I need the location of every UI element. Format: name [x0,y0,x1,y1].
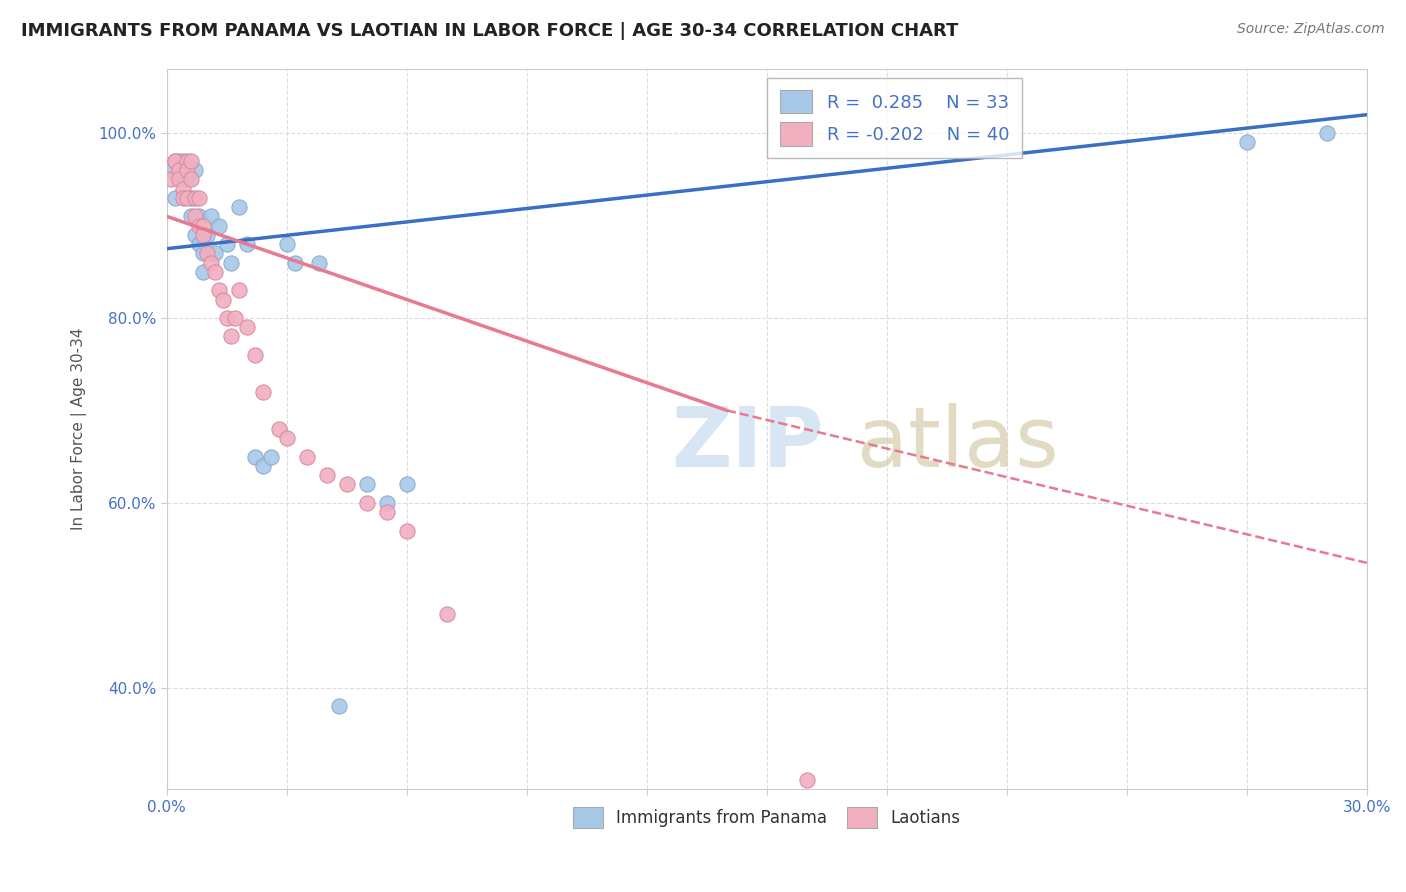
Point [1236,136,1258,150]
Point [243,450,266,464]
Point [308,255,330,269]
Point [215,310,238,325]
Point [204,246,226,260]
Point [328,699,350,714]
Legend: Immigrants from Panama, Laotians: Immigrants from Panama, Laotians [567,800,967,835]
Point [159,172,181,186]
Point [180,172,202,186]
Text: atlas: atlas [856,403,1059,483]
Point [295,450,318,464]
Point [356,496,378,510]
Point [395,477,418,491]
Point [336,477,359,491]
Point [187,210,209,224]
Point [163,153,186,168]
Point [276,431,298,445]
Point [167,163,190,178]
Point [252,458,274,473]
Point [224,310,246,325]
Point [191,265,214,279]
Point [375,496,398,510]
Point [436,607,458,621]
Point [195,227,218,242]
Point [191,246,214,260]
Point [191,227,214,242]
Point [284,255,307,269]
Point [180,191,202,205]
Point [184,163,207,178]
Point [276,237,298,252]
Point [191,219,214,233]
Text: Source: ZipAtlas.com: Source: ZipAtlas.com [1237,22,1385,37]
Y-axis label: In Labor Force | Age 30-34: In Labor Force | Age 30-34 [72,327,87,530]
Point [252,384,274,399]
Point [159,163,181,178]
Point [195,246,218,260]
Point [187,191,209,205]
Text: IMMIGRANTS FROM PANAMA VS LAOTIAN IN LABOR FORCE | AGE 30-34 CORRELATION CHART: IMMIGRANTS FROM PANAMA VS LAOTIAN IN LAB… [21,22,959,40]
Point [176,163,198,178]
Point [167,172,190,186]
Point [172,191,194,205]
Point [200,210,222,224]
Point [176,191,198,205]
Point [228,283,250,297]
Point [208,283,231,297]
Point [243,348,266,362]
Point [180,210,202,224]
Point [260,450,283,464]
Point [1316,126,1339,140]
Point [204,265,226,279]
Point [219,329,242,343]
Point [796,772,818,787]
Point [375,505,398,519]
Point [219,255,242,269]
Point [200,255,222,269]
Point [184,227,207,242]
Point [395,524,418,538]
Point [167,153,190,168]
Point [172,153,194,168]
Point [356,477,378,491]
Point [180,153,202,168]
Point [315,468,337,483]
Point [184,210,207,224]
Point [236,320,259,334]
Point [184,191,207,205]
Point [267,422,290,436]
Point [208,219,231,233]
Point [176,153,198,168]
Point [172,181,194,195]
Point [187,219,209,233]
Point [176,172,198,186]
Point [215,237,238,252]
Point [211,293,233,307]
Point [163,153,186,168]
Point [236,237,259,252]
Point [187,237,209,252]
Point [163,191,186,205]
Text: ZIP: ZIP [671,403,824,483]
Point [228,200,250,214]
